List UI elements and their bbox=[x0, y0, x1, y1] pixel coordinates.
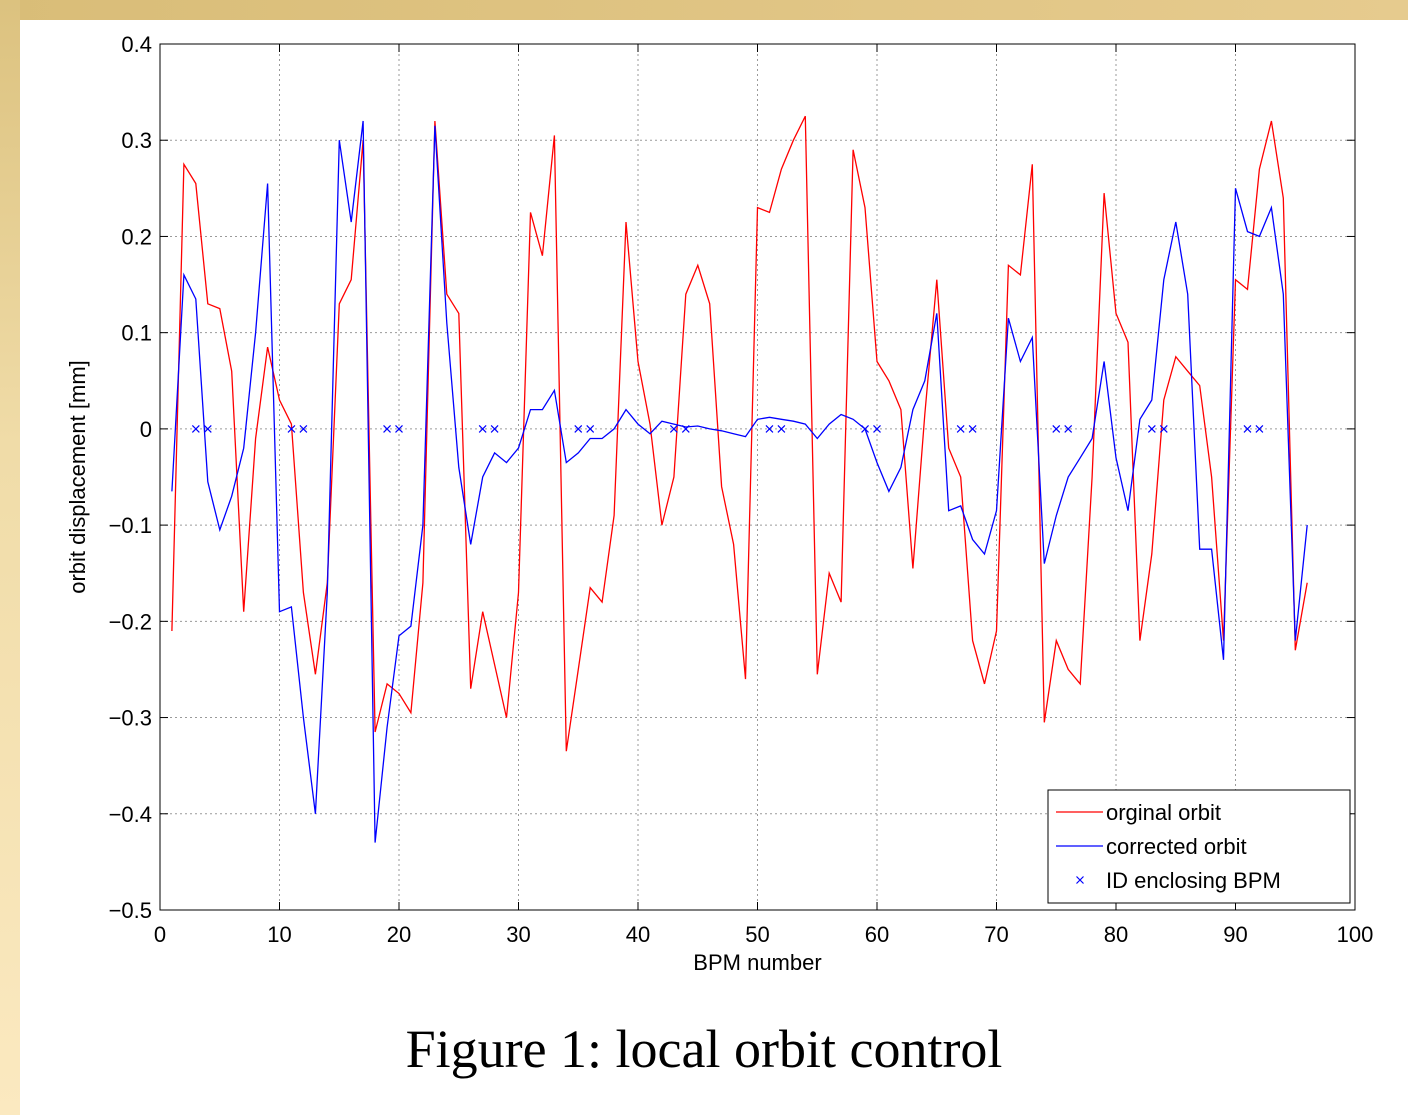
legend-label: orginal orbit bbox=[1106, 800, 1221, 825]
id-marker-point bbox=[287, 424, 296, 433]
id-marker-point bbox=[861, 424, 869, 433]
id-marker-point bbox=[490, 424, 499, 433]
id-marker-point bbox=[1255, 424, 1264, 433]
id-marker-point bbox=[478, 424, 487, 433]
x-tick-label: 70 bbox=[984, 922, 1008, 947]
x-tick-label: 50 bbox=[745, 922, 769, 947]
id-marker-point bbox=[299, 424, 308, 433]
figure-caption: Figure 1: local orbit control bbox=[405, 1019, 1003, 1079]
id-marker-point bbox=[1052, 424, 1061, 433]
x-tick-label: 80 bbox=[1104, 922, 1128, 947]
y-tick-label: 0.3 bbox=[121, 128, 152, 153]
id-marker-point bbox=[395, 424, 403, 433]
y-tick-label: 0.1 bbox=[121, 321, 152, 346]
series-line-orginal-orbit bbox=[171, 115, 1308, 752]
x-tick-label: 40 bbox=[626, 922, 650, 947]
x-axis-label: BPM number bbox=[693, 950, 821, 975]
y-axis-label: orbit displacement [mm] bbox=[65, 360, 90, 594]
legend-label: ID enclosing BPM bbox=[1106, 868, 1281, 893]
legend-swatch bbox=[1076, 876, 1084, 884]
id-marker-point bbox=[765, 424, 774, 433]
id-marker-point bbox=[203, 424, 212, 433]
y-tick-label: 0.2 bbox=[121, 224, 152, 249]
id-marker-point bbox=[1147, 424, 1156, 433]
y-tick-label: −0.4 bbox=[109, 802, 152, 827]
y-tick-label: 0 bbox=[140, 417, 152, 442]
id-marker-point bbox=[191, 424, 200, 433]
plot-frame bbox=[159, 43, 1356, 911]
y-tick-label: −0.5 bbox=[109, 898, 152, 923]
x-tick-label: 100 bbox=[1337, 922, 1374, 947]
x-tick-label: 20 bbox=[387, 922, 411, 947]
id-marker-point bbox=[586, 424, 595, 433]
id-marker-point bbox=[873, 424, 881, 433]
id-marker-point bbox=[574, 424, 583, 433]
y-tick-label: −0.1 bbox=[109, 513, 152, 538]
x-tick-label: 10 bbox=[267, 922, 291, 947]
id-marker-point bbox=[681, 424, 690, 433]
y-tick-label: 0.4 bbox=[121, 32, 152, 57]
legend-label: corrected orbit bbox=[1106, 834, 1247, 859]
x-tick-label: 0 bbox=[154, 922, 166, 947]
series-line-corrected-orbit bbox=[171, 120, 1308, 843]
id-marker-point bbox=[968, 424, 977, 433]
top-border-band bbox=[0, 0, 1408, 20]
y-tick-label: −0.3 bbox=[109, 706, 152, 731]
id-marker-point bbox=[383, 424, 391, 433]
orbit-chart: 0 10 20 30 40 50 60 70 80 90 100 0.4 0.3 0.2 0.1 0 −0.1 −… bbox=[65, 32, 1374, 975]
x-tick-label: 90 bbox=[1223, 922, 1247, 947]
y-tick-label: −0.2 bbox=[109, 609, 152, 634]
x-tick-label: 30 bbox=[506, 922, 530, 947]
id-marker-point bbox=[1064, 424, 1073, 433]
id-marker-point bbox=[777, 424, 786, 433]
x-tick-label: 60 bbox=[865, 922, 889, 947]
id-marker-point bbox=[669, 424, 678, 433]
left-border-band bbox=[0, 0, 20, 1115]
id-marker-point bbox=[1159, 424, 1168, 433]
id-marker-point bbox=[1243, 424, 1252, 433]
id-marker-point bbox=[956, 424, 965, 433]
